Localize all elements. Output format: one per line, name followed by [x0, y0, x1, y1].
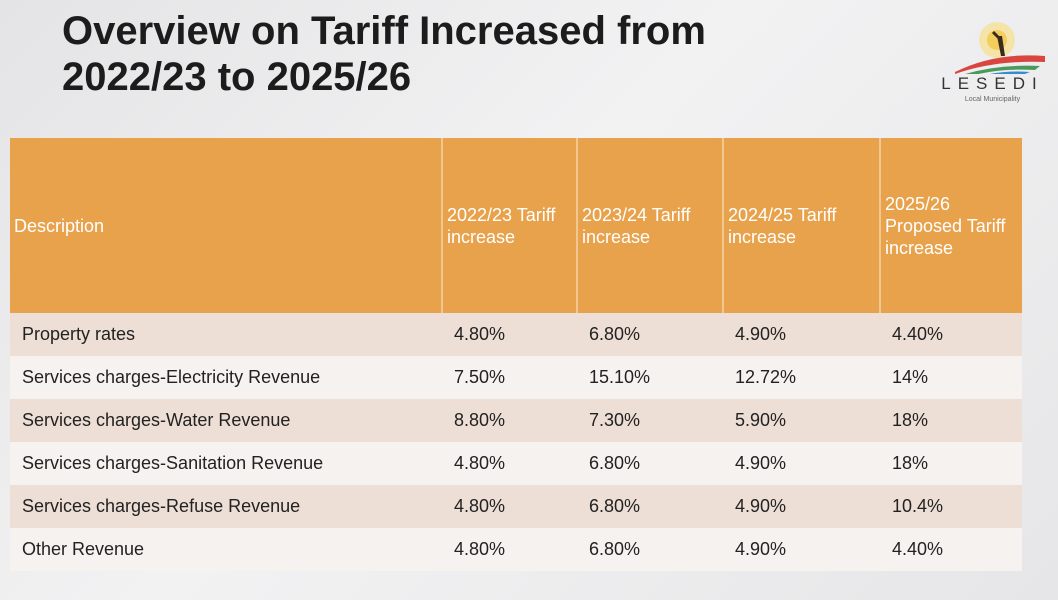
- tariff-table: Description 2022/23 Tariff increase 2023…: [10, 138, 1022, 571]
- row-value: 6.80%: [577, 313, 723, 356]
- row-description: Property rates: [10, 313, 442, 356]
- table-row: Services charges-Refuse Revenue 4.80% 6.80…: [10, 485, 1022, 528]
- row-value: 18%: [880, 399, 1022, 442]
- row-value: 14%: [880, 356, 1022, 399]
- sun-figure-icon: [955, 22, 1045, 76]
- slide-title: Overview on Tariff Increased from 2022/2…: [62, 8, 706, 100]
- row-description: Other Revenue: [10, 528, 442, 571]
- table-row: Property rates 4.80% 6.80% 4.90% 4.40%: [10, 313, 1022, 356]
- row-value: 6.80%: [577, 485, 723, 528]
- row-value: 4.40%: [880, 528, 1022, 571]
- row-value: 10.4%: [880, 485, 1022, 528]
- header-2022-23: 2022/23 Tariff increase: [442, 138, 578, 313]
- row-value: 4.80%: [442, 528, 577, 571]
- row-value: 4.90%: [723, 528, 880, 571]
- logo-subtitle: Local Municipality: [964, 96, 1021, 103]
- title-line-2: 2022/23 to 2025/26: [62, 55, 412, 99]
- row-description: Services charges-Water Revenue: [10, 399, 442, 442]
- row-value: 8.80%: [442, 399, 577, 442]
- row-value: 15.10%: [577, 356, 723, 399]
- row-value: 6.80%: [577, 528, 723, 571]
- row-value: 6.80%: [577, 442, 723, 485]
- row-description: Services charges-Sanitation Revenue: [10, 442, 442, 485]
- row-value: 4.40%: [880, 313, 1022, 356]
- header-2023-24: 2023/24 Tariff increase: [577, 138, 724, 313]
- logo-name: LESEDI: [941, 74, 1044, 93]
- row-description: Services charges-Refuse Revenue: [10, 485, 442, 528]
- table-row: Services charges-Sanitation Revenue 4.80%…: [10, 442, 1022, 485]
- title-line-1: Overview on Tariff Increased from: [62, 9, 706, 53]
- row-value: 4.90%: [723, 442, 880, 485]
- row-value: 4.80%: [442, 485, 577, 528]
- table-row: Other Revenue 4.80% 6.80% 4.90% 4.40%: [10, 528, 1022, 571]
- row-value: 12.72%: [723, 356, 880, 399]
- row-description: Services charges-Electricity Revenue: [10, 356, 442, 399]
- header-2025-26: 2025/26 Proposed Tariff increase: [880, 138, 1022, 313]
- row-value: 7.50%: [442, 356, 577, 399]
- table-header-row: Description 2022/23 Tariff increase 2023…: [10, 138, 1022, 313]
- table-row: Services charges-Water Revenue 8.80% 7.30%…: [10, 399, 1022, 442]
- row-value: 4.90%: [723, 485, 880, 528]
- row-value: 18%: [880, 442, 1022, 485]
- row-value: 5.90%: [723, 399, 880, 442]
- row-value: 7.30%: [577, 399, 723, 442]
- row-value: 4.90%: [723, 313, 880, 356]
- row-value: 4.80%: [442, 313, 577, 356]
- lesedi-logo: LESEDI Local Municipality: [935, 12, 1050, 107]
- table-row: Services charges-Electricity Revenue 7.50…: [10, 356, 1022, 399]
- header-2024-25: 2024/25 Tariff increase: [723, 138, 881, 313]
- row-value: 4.80%: [442, 442, 577, 485]
- header-description: Description: [10, 138, 443, 313]
